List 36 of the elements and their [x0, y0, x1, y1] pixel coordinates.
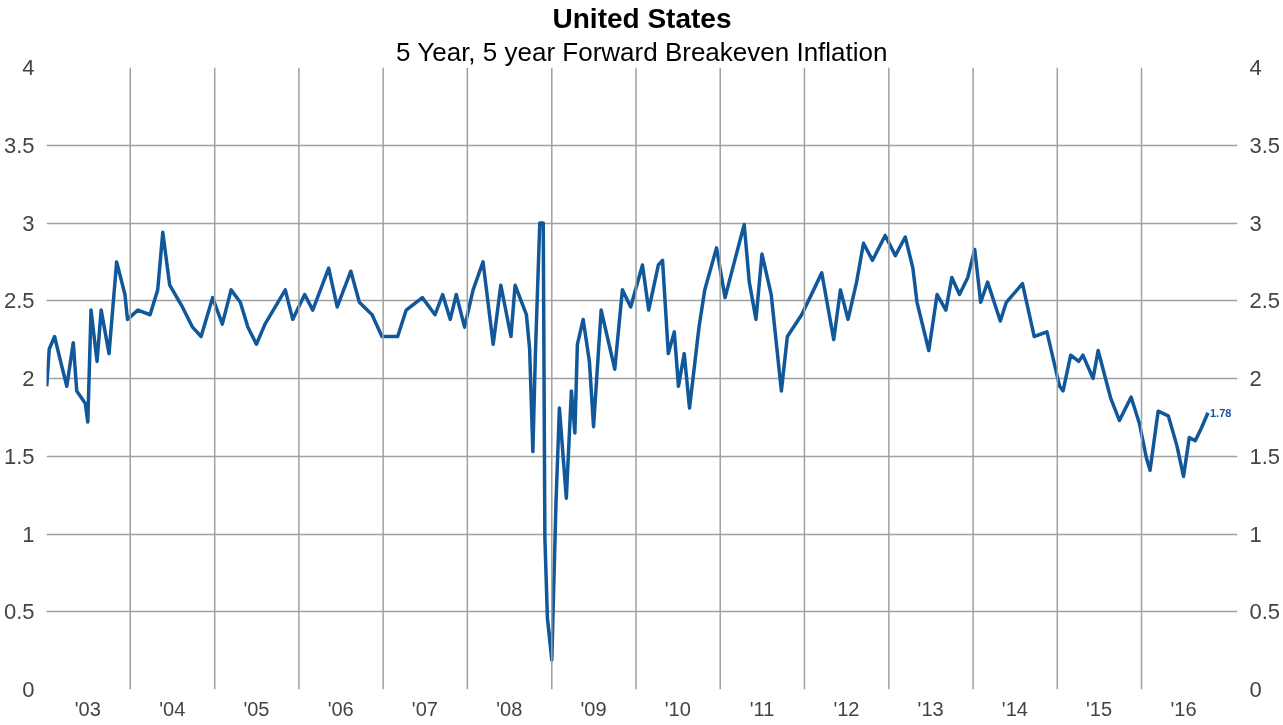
x-tick-label: '10 [664, 697, 691, 720]
x-tick-label: '08 [496, 697, 523, 720]
y-tick-label: 0 [22, 677, 35, 702]
x-tick-label: '12 [833, 697, 860, 720]
x-tick-label: '04 [159, 697, 186, 720]
y-tick-label: 0.5 [3, 599, 35, 625]
y2-tick-label: 1.5 [1249, 443, 1281, 469]
x-tick-label: '06 [327, 697, 354, 720]
chart-subtitle: 5 Year, 5 year Forward Breakeven Inflation [396, 36, 888, 67]
y-tick-label: 1 [22, 521, 35, 547]
line-series [46, 221, 1210, 662]
x-tick-label: '15 [1086, 697, 1113, 720]
x-tick-label: '11 [749, 697, 775, 720]
x-tick-label: '03 [74, 697, 101, 720]
y2-tick-label: 0 [1249, 677, 1262, 702]
y-tick-label: 1.5 [3, 443, 35, 469]
y2-tick-label: 0.5 [1249, 599, 1281, 625]
y2-tick-label: 1 [1249, 521, 1262, 547]
y-tick-label: 3.5 [3, 132, 35, 158]
y-tick-label: 4 [22, 55, 35, 80]
x-tick-label: '14 [1001, 697, 1028, 720]
y2-tick-label: 4 [1249, 55, 1262, 80]
y-tick-label: 3 [22, 210, 35, 236]
chart-title: United States [552, 2, 732, 34]
y2-tick-label: 2 [1249, 366, 1262, 391]
x-tick-label: '07 [411, 697, 438, 720]
y-tick-label: 2 [22, 366, 35, 391]
y2-tick-label: 3 [1249, 210, 1262, 236]
x-tick-label: '13 [917, 697, 944, 720]
y2-tick-label: 3.5 [1249, 132, 1281, 158]
x-tick-label: '16 [1170, 697, 1197, 720]
y2-tick-label: 2.5 [1249, 288, 1281, 314]
x-tick-label: '05 [243, 697, 270, 720]
annotation: 1.78 [1209, 406, 1232, 419]
x-tick-label: '09 [580, 697, 607, 720]
y-tick-label: 2.5 [3, 288, 35, 314]
